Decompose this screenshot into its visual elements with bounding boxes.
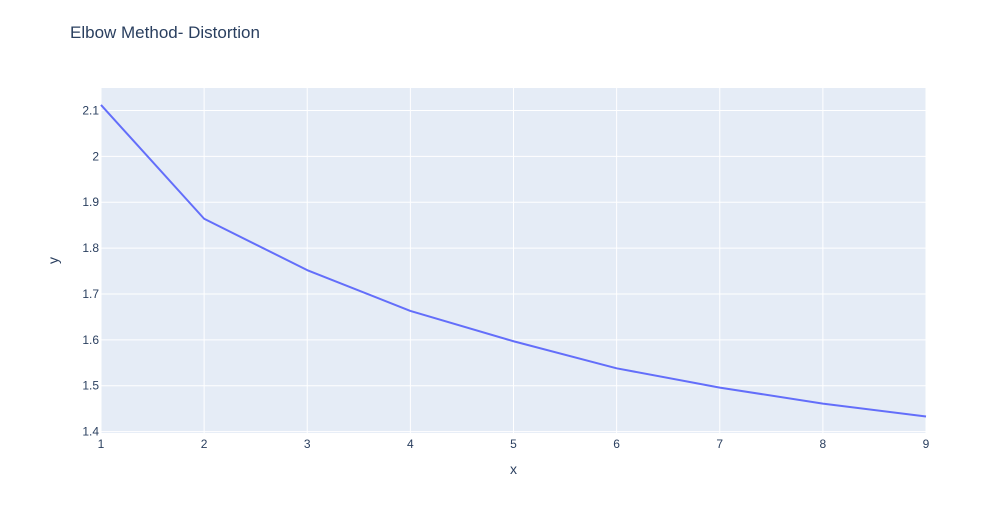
- data-point[interactable]: [511, 338, 517, 344]
- data-point[interactable]: [717, 385, 723, 391]
- y-tick-label: 1.8: [82, 241, 99, 255]
- data-point[interactable]: [304, 267, 310, 273]
- y-tick-label: 2.1: [82, 103, 99, 117]
- x-tick-label: 2: [201, 437, 208, 451]
- x-tick-label: 6: [613, 437, 620, 451]
- y-tick-label: 1.9: [82, 195, 99, 209]
- series-line-layer: [100, 104, 929, 419]
- x-tick-label: 5: [510, 437, 517, 451]
- chart-title: Elbow Method- Distortion: [70, 23, 260, 42]
- y-axis-ticks: 1.4 1.5 1.6 1.7 1.8 1.9 2 2.1: [82, 103, 99, 438]
- x-tick-label: 9: [923, 437, 930, 451]
- y-axis-title: y: [45, 257, 61, 264]
- x-tick-label: 3: [304, 437, 311, 451]
- y-tick-label: 2: [92, 149, 99, 163]
- x-tick-label: 8: [820, 437, 827, 451]
- y-tick-label: 1.4: [82, 425, 99, 439]
- data-point[interactable]: [614, 365, 620, 371]
- x-axis-title: x: [510, 461, 517, 477]
- data-point[interactable]: [407, 308, 413, 314]
- y-tick-label: 1.5: [82, 379, 99, 393]
- data-point[interactable]: [923, 413, 929, 419]
- data-point[interactable]: [820, 401, 826, 407]
- x-tick-label: 1: [98, 437, 105, 451]
- y-tick-label: 1.6: [82, 333, 99, 347]
- x-axis-ticks: 1 2 3 4 5 6 7 8 9: [98, 437, 930, 451]
- x-tick-label: 7: [716, 437, 723, 451]
- y-tick-label: 1.7: [82, 287, 99, 301]
- x-tick-label: 4: [407, 437, 414, 451]
- data-point[interactable]: [201, 216, 207, 222]
- grid-lines: [100, 88, 927, 433]
- series-line: [100, 104, 927, 418]
